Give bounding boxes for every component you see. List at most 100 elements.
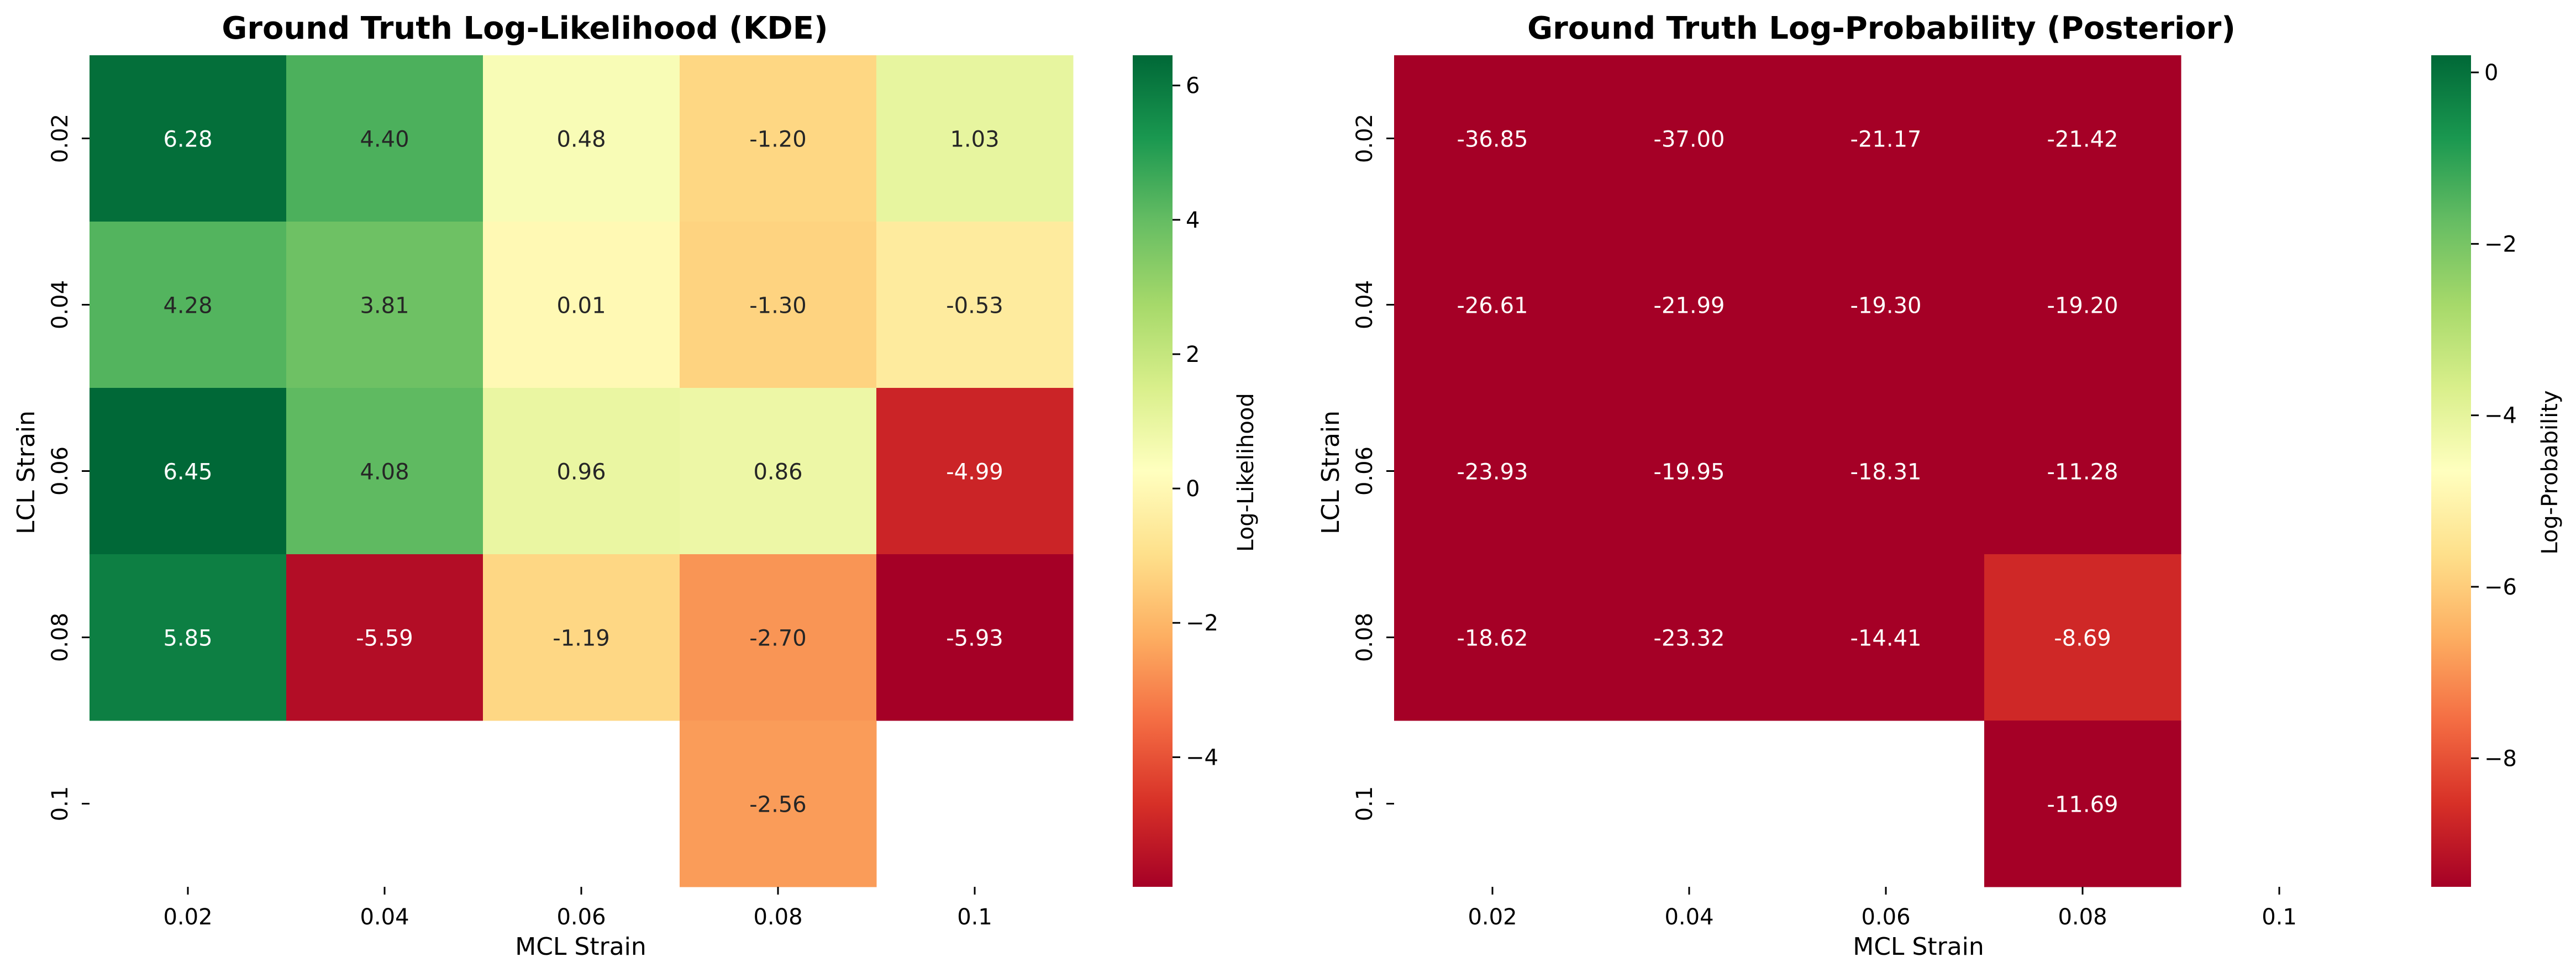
- y-tick-label: 0.04: [48, 280, 73, 329]
- cell-value-label: -11.28: [2047, 460, 2118, 485]
- cell-value-label: -1.20: [749, 127, 807, 153]
- heatmap-cell: [1984, 222, 2181, 388]
- cell-value-label: 4.40: [360, 127, 409, 153]
- heatmap-cell: [483, 55, 680, 222]
- heatmap-cell: [286, 388, 483, 555]
- heatmap-cell: [286, 554, 483, 721]
- heatmap-cell: [1394, 55, 1591, 222]
- heatmap-cell: [1394, 388, 1591, 555]
- heatmap-cell: [1591, 554, 1788, 721]
- heatmap-cell: [1788, 222, 1985, 388]
- cell-value-label: -18.31: [1850, 460, 1922, 485]
- heatmap-cell: [680, 554, 877, 721]
- cell-value-label: -23.93: [1457, 460, 1528, 485]
- colorbar-tick-label: 0: [1186, 476, 1200, 502]
- heatmap-cell: [1591, 55, 1788, 222]
- heatmap-cell: [1984, 721, 2181, 887]
- heatmap-panel-log-likelihood: Ground Truth Log-Likelihood (KDE) 6.28 4.…: [12, 10, 1259, 961]
- cell-value-label: -0.53: [946, 293, 1003, 319]
- heatmap-cell: [876, 388, 1074, 555]
- cell-value-label: -1.19: [553, 626, 610, 651]
- heatmap-cell: [90, 554, 287, 721]
- cell-value-label: 0.48: [556, 127, 606, 153]
- cell-value-label: 6.45: [163, 460, 212, 485]
- y-tick-label: 0.1: [48, 786, 73, 822]
- heatmap-cell: [1591, 222, 1788, 388]
- chart-title: Ground Truth Log-Likelihood (KDE): [222, 10, 828, 46]
- cell-value-label: 0.01: [556, 293, 606, 319]
- heatmap-cell: [876, 222, 1074, 388]
- y-tick-label: 0.1: [1352, 786, 1378, 822]
- heatmap-cell: [1788, 388, 1985, 555]
- colorbar-tick-label: 2: [1186, 342, 1200, 367]
- heatmap-cell: [90, 55, 287, 222]
- colorbar-tick-label: −6: [2484, 575, 2517, 600]
- colorbar-tick-label: 6: [1186, 73, 1200, 99]
- heatmap-cell: [286, 55, 483, 222]
- colorbar-ticks: 0 −2 −4 −6 −8: [2471, 60, 2517, 771]
- heatmap-cell: [1984, 388, 2181, 555]
- x-tick-label: 0.02: [1468, 905, 1517, 930]
- colorbar-ticks: 6 4 2 0 −2 −4: [1173, 73, 1218, 770]
- cell-value-label: -5.93: [946, 626, 1003, 651]
- cell-value-label: -19.30: [1850, 293, 1922, 319]
- cell-value-label: -23.32: [1654, 626, 1725, 651]
- heatmap-cell: [483, 554, 680, 721]
- cell-value-label: -4.99: [946, 460, 1003, 485]
- heatmap-cell: [483, 388, 680, 555]
- cell-value-label: -21.42: [2047, 127, 2118, 153]
- colorbar-tick-label: −4: [1186, 745, 1218, 770]
- cell-value-label: -36.85: [1457, 127, 1528, 153]
- y-tick-label: 0.04: [1352, 280, 1378, 329]
- x-tick-label: 0.08: [753, 905, 802, 930]
- cell-value-label: -5.59: [356, 626, 413, 651]
- x-axis-ticks: 0.02 0.04 0.06 0.08 0.1: [163, 887, 992, 930]
- colorbar-tick-label: −8: [2484, 746, 2517, 771]
- x-tick-label: 0.08: [2058, 905, 2107, 930]
- y-tick-label: 0.02: [48, 114, 73, 163]
- heatmap-cells: 6.28 4.40 0.48 -1.20 1.03 4.28 3.81 0.01 -1.30 -0…: [90, 55, 1074, 887]
- heatmap-cells: -36.85 -37.00 -21.17 -21.42 -26.61 -21.99 -19.…: [1394, 55, 2181, 887]
- heatmap-cell: [876, 55, 1074, 222]
- heatmap-cell: [483, 222, 680, 388]
- heatmap-cell: [680, 721, 877, 887]
- x-tick-label: 0.04: [360, 905, 409, 930]
- heatmap-cell: [90, 222, 287, 388]
- heatmap-cell: [1788, 554, 1985, 721]
- y-axis-ticks: 0.02 0.04 0.06 0.08 0.1: [1352, 114, 1394, 821]
- heatmap-cell: [1788, 55, 1985, 222]
- colorbar-tick-label: 4: [1186, 208, 1200, 233]
- colorbar: [2431, 55, 2471, 887]
- cell-value-label: -1.30: [749, 293, 807, 319]
- cell-value-label: -2.56: [749, 792, 807, 818]
- x-axis-ticks: 0.02 0.04 0.06 0.08 0.1: [1468, 887, 2297, 930]
- cell-value-label: 1.03: [950, 127, 999, 153]
- x-tick-label: 0.06: [556, 905, 606, 930]
- colorbar-tick-label: 0: [2484, 60, 2498, 86]
- cell-value-label: -11.69: [2047, 792, 2118, 818]
- colorbar-label: Log-Probability: [2537, 390, 2563, 554]
- colorbar-tick-label: −4: [2484, 403, 2517, 429]
- y-tick-label: 0.08: [48, 613, 73, 662]
- cell-value-label: -26.61: [1457, 293, 1528, 319]
- chart-title: Ground Truth Log-Probability (Posterior): [1527, 10, 2236, 46]
- x-axis-label: MCL Strain: [515, 933, 646, 961]
- heatmap-panel-log-probability: Ground Truth Log-Probability (Posterior)…: [1317, 10, 2563, 961]
- heatmap-cell: [680, 388, 877, 555]
- colorbar: [1133, 55, 1173, 887]
- heatmap-cell: [90, 388, 287, 555]
- heatmap-cell: [680, 222, 877, 388]
- cell-value-label: -21.99: [1654, 293, 1725, 319]
- y-tick-label: 0.06: [1352, 446, 1378, 496]
- cell-value-label: 0.96: [556, 460, 606, 485]
- y-tick-label: 0.06: [48, 446, 73, 496]
- y-tick-label: 0.02: [1352, 114, 1378, 163]
- y-axis-label: LCL Strain: [12, 411, 40, 534]
- cell-value-label: -37.00: [1654, 127, 1725, 153]
- y-axis-label: LCL Strain: [1317, 411, 1345, 534]
- cell-value-label: 5.85: [163, 626, 212, 651]
- cell-value-label: 4.28: [163, 293, 212, 319]
- heatmap-cell: [680, 55, 877, 222]
- x-tick-label: 0.1: [2262, 905, 2297, 930]
